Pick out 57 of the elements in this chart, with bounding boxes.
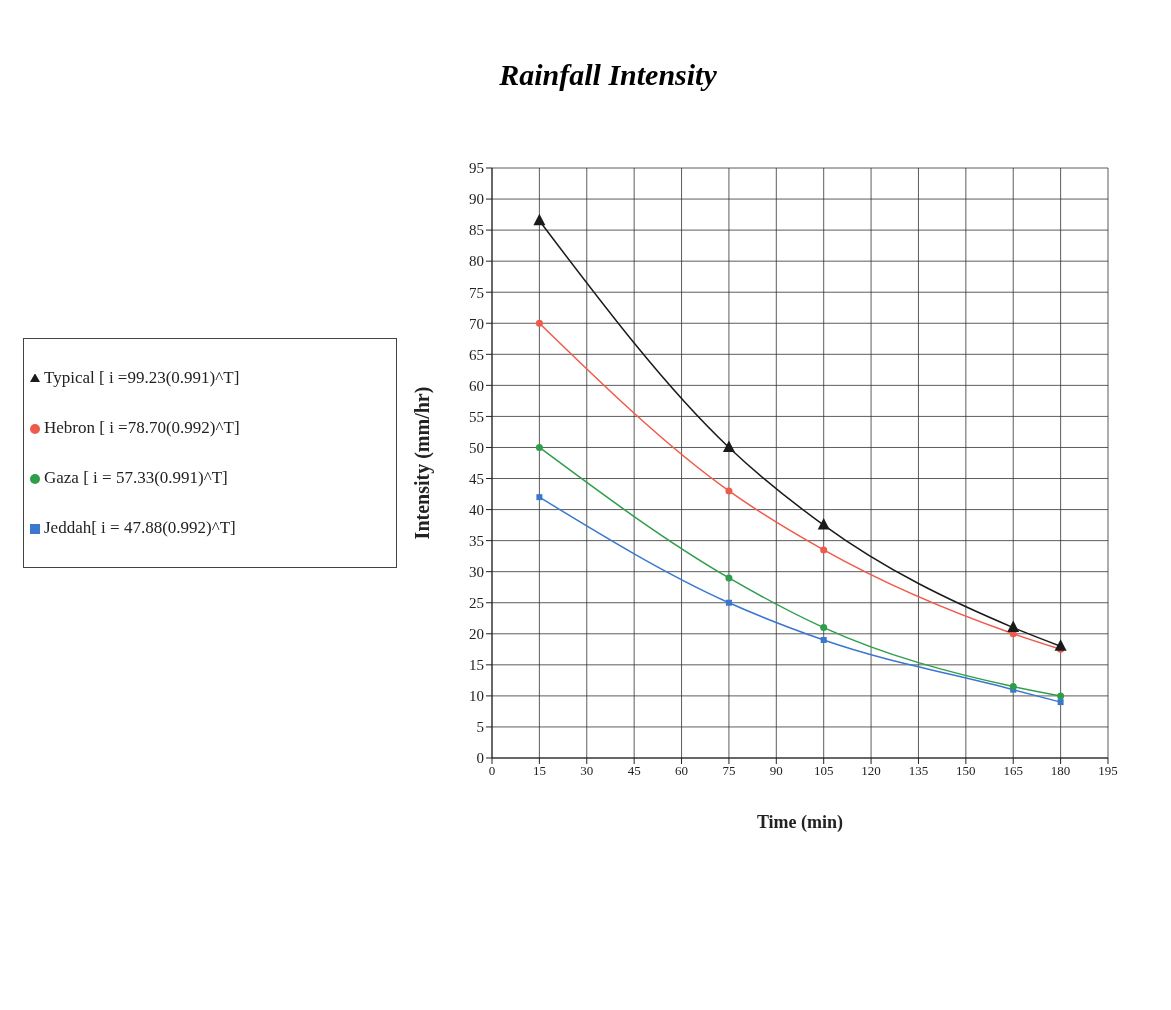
x-tick-label: 165 <box>1003 763 1023 779</box>
x-tick-label: 105 <box>813 763 834 779</box>
point <box>725 487 733 495</box>
y-axis-title: Intensity (mm/hr) <box>411 386 435 540</box>
legend-label: Hebron [ i =78.70(0.992)^T] <box>44 418 240 437</box>
legend-label: Jeddah[ i = 47.88(0.992)^T] <box>44 518 236 537</box>
y-tick-label: 65 <box>469 346 484 363</box>
x-tick-label: 90 <box>769 763 783 779</box>
y-tick-label: 55 <box>469 408 484 425</box>
x-tick-label: 195 <box>1098 763 1118 779</box>
point <box>533 213 546 226</box>
y-tick-label: 90 <box>469 191 484 208</box>
point <box>820 546 828 554</box>
point <box>1057 699 1064 706</box>
y-tick-label: 30 <box>469 564 484 581</box>
x-tick-label: 0 <box>488 763 496 779</box>
x-tick-label: 75 <box>722 763 736 779</box>
point <box>535 319 543 327</box>
point <box>820 624 828 632</box>
point <box>1007 620 1020 633</box>
y-tick-label: 25 <box>469 595 484 612</box>
y-tick-label: 80 <box>469 253 484 270</box>
point <box>1054 639 1067 651</box>
y-tick-label: 15 <box>469 657 484 674</box>
point <box>1057 692 1065 700</box>
y-tick-label: 60 <box>469 377 484 394</box>
y-tick-label: 70 <box>469 315 484 332</box>
x-tick-label: 120 <box>861 763 881 779</box>
point <box>536 494 543 501</box>
y-tick-label: 85 <box>469 222 484 239</box>
y-tick-label: 95 <box>469 160 484 177</box>
y-tick-label: 50 <box>469 439 484 456</box>
y-tick-label: 35 <box>469 532 484 549</box>
x-tick-label: 180 <box>1050 763 1071 779</box>
point <box>725 599 732 606</box>
x-tick-label: 135 <box>908 763 929 779</box>
legend-label: Gaza [ i = 57.33(0.991)^T] <box>44 468 228 487</box>
y-tick-label: 75 <box>469 284 484 301</box>
chart-title: Rainfall Intensity <box>498 58 718 92</box>
x-axis-title: Time (min) <box>756 812 844 833</box>
y-tick-label: 40 <box>469 501 484 518</box>
x-tick-label: 15 <box>532 763 546 779</box>
y-tick-label: 0 <box>476 750 484 767</box>
point <box>535 443 543 451</box>
x-tick-label: 45 <box>627 763 641 779</box>
y-tick-label: 5 <box>476 719 484 736</box>
x-tick-label: 60 <box>675 763 689 779</box>
x-tick-label: 150 <box>956 763 976 779</box>
point <box>817 518 830 530</box>
point <box>725 574 733 582</box>
point <box>722 440 735 452</box>
legend-label: Typical [ i =99.23(0.991)^T] <box>44 368 240 387</box>
y-tick-label: 45 <box>469 470 484 487</box>
y-tick-label: 20 <box>469 626 484 643</box>
point <box>820 637 827 643</box>
y-tick-label: 10 <box>469 688 484 705</box>
x-tick-label: 30 <box>580 763 594 779</box>
